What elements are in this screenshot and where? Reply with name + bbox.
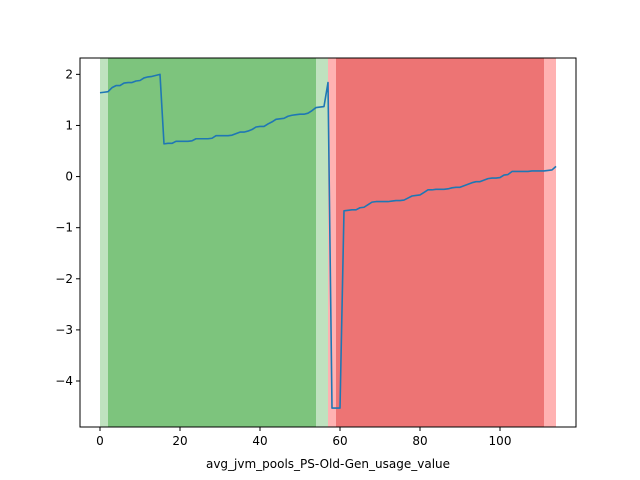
y-tick-label: −2 <box>55 272 73 286</box>
y-axis: −4 −3 −2 −1 0 1 2 <box>55 67 80 388</box>
shaded-region-0 <box>100 58 328 427</box>
x-tick-label: 0 <box>96 434 104 448</box>
x-tick-label: 100 <box>489 434 512 448</box>
x-axis-label: avg_jvm_pools_PS-Old-Gen_usage_value <box>206 457 450 471</box>
shaded-region-3 <box>336 58 544 427</box>
y-tick-label: 0 <box>65 170 73 184</box>
x-axis: 0 20 40 60 80 100 <box>96 427 511 448</box>
x-tick-label: 60 <box>332 434 347 448</box>
series-layer <box>99 73 557 409</box>
x-tick-label: 20 <box>172 434 187 448</box>
y-tick-label: 1 <box>65 118 73 132</box>
y-tick-label: −4 <box>55 374 73 388</box>
shaded-regions <box>100 58 556 427</box>
y-tick-label: −3 <box>55 323 73 337</box>
series-line-0 <box>99 73 557 409</box>
x-tick-label: 80 <box>412 434 427 448</box>
y-tick-label: 2 <box>65 67 73 81</box>
plot-frame <box>79 57 577 428</box>
shaded-region-1 <box>108 58 316 427</box>
y-tick-label: −1 <box>55 221 73 235</box>
x-tick-label: 40 <box>252 434 267 448</box>
shaded-region-2 <box>328 58 556 427</box>
